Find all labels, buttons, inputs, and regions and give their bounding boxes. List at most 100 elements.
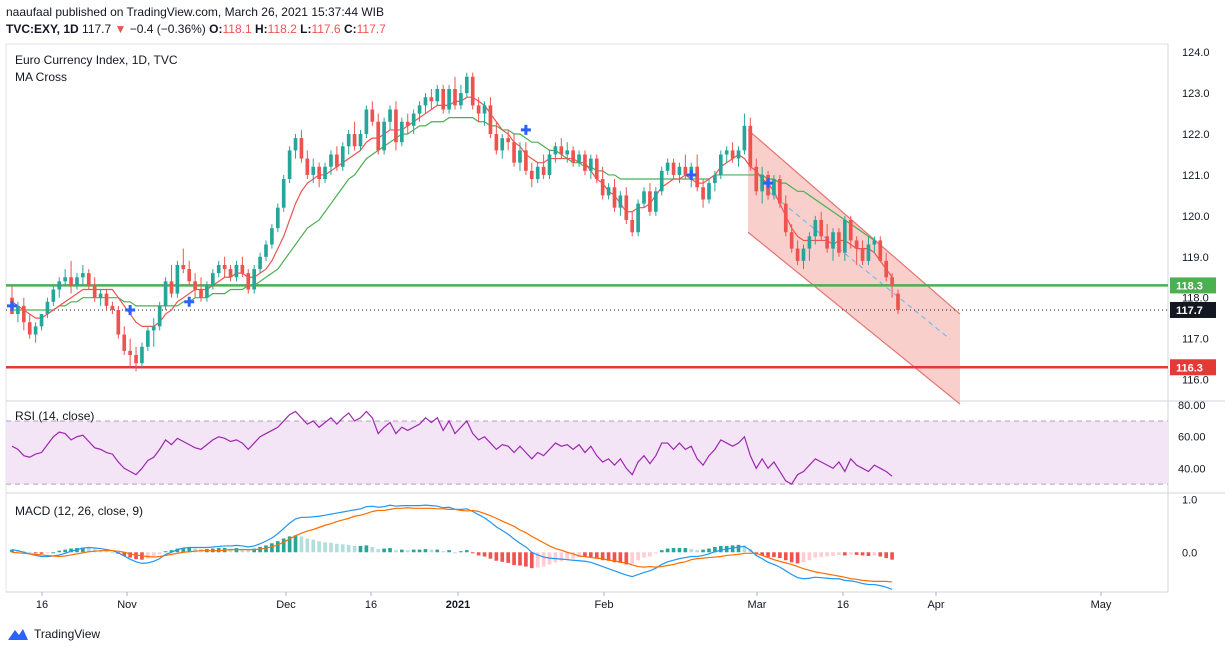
macd-histogram-bar (825, 552, 829, 557)
time-tick-label: Mar (748, 599, 767, 611)
candle-body (187, 269, 192, 282)
descending-channel (748, 129, 960, 405)
macd-histogram-bar (718, 545, 723, 553)
macd-histogram-bar (252, 548, 257, 553)
candle-body (394, 109, 398, 143)
candle-body (512, 142, 516, 163)
macd-histogram-bar (506, 552, 510, 563)
candle-body (547, 154, 552, 175)
tradingview-footer[interactable]: TradingView (6, 626, 100, 642)
candle-body (281, 179, 286, 208)
macd-histogram-bar (541, 552, 546, 567)
macd-histogram-bar (370, 546, 375, 553)
macd-histogram-bar (441, 551, 446, 553)
channel-median-line (767, 190, 951, 340)
candle-body (128, 350, 132, 355)
candle-body (364, 109, 369, 135)
candle-body (382, 121, 386, 151)
candle-body (453, 89, 457, 106)
macd-histogram-bar (429, 549, 434, 553)
rsi-pane (6, 410, 1168, 485)
time-tick-label: 16 (36, 599, 48, 611)
last-price: 117.7 (82, 22, 112, 36)
macd-histogram-bar (10, 549, 14, 553)
candle-body (405, 121, 410, 126)
candle-body (140, 346, 144, 364)
macd-histogram-bar (872, 552, 877, 556)
macd-histogram-bar (81, 547, 85, 553)
macd-histogram-bar (376, 549, 381, 553)
candle-body (169, 281, 174, 294)
symbol-quote-line: TVC:EXY, 1D 117.7 ▼ −0.4 (−0.36%) O:118.… (6, 22, 386, 36)
candle-body (671, 162, 676, 175)
candle-body (447, 89, 451, 110)
candle-body (323, 166, 327, 180)
candle-body (205, 285, 209, 298)
candle-body (104, 293, 109, 306)
macd-histogram-bar (813, 552, 818, 558)
macd-histogram-bar (39, 552, 44, 554)
candle-body (441, 89, 446, 110)
level-label-box (1170, 359, 1216, 376)
high-label: H: (254, 22, 268, 36)
macd-histogram-bar (134, 552, 138, 560)
macd-histogram-bar (648, 552, 652, 557)
macd-histogram-bar (69, 548, 73, 553)
candle-body (783, 203, 788, 233)
candle-body (222, 264, 227, 270)
candle-body (535, 166, 540, 180)
macd-histogram-bar (612, 552, 617, 563)
candle-body (210, 273, 215, 286)
macd-histogram-bar (783, 552, 788, 561)
macd-histogram-bar (459, 551, 463, 553)
macd-histogram-bar (464, 550, 469, 553)
macd-histogram-bar (736, 544, 741, 553)
time-tick-label: 16 (837, 599, 849, 611)
candle-body (494, 134, 499, 151)
candle-body (825, 236, 829, 249)
macd-histogram-bar (701, 549, 705, 553)
candle-body (553, 146, 558, 155)
candle-body (275, 207, 280, 229)
candle-body (299, 138, 304, 159)
macd-histogram-bar (110, 552, 115, 554)
macd-histogram-bar (405, 550, 410, 553)
price-tick-label: 121.0 (1182, 170, 1210, 182)
price-tick-label: 118.0 (1182, 293, 1209, 305)
candle-body (16, 305, 20, 315)
rsi-band-fill (6, 420, 1168, 485)
time-tick-label: Feb (595, 599, 614, 611)
macd-histogram-bar (843, 552, 847, 556)
macd-histogram-bar (671, 548, 676, 553)
level-label: 118.3 (1176, 280, 1203, 292)
candle-body (429, 97, 434, 102)
time-tick-label: 16 (365, 599, 377, 611)
ma-cross-marker-icon (7, 300, 17, 311)
macd-histogram-bar (317, 541, 321, 553)
macd-histogram-bar (524, 552, 528, 567)
candle-body (86, 273, 91, 286)
candle-body (748, 125, 753, 167)
macd-histogram-bar (878, 552, 883, 557)
candle-body (370, 109, 375, 122)
macd-histogram-bar (500, 552, 505, 562)
time-tick-label: Dec (276, 599, 296, 611)
candle-body (346, 134, 351, 147)
candle-body (600, 179, 605, 196)
candle-body (524, 150, 528, 171)
candle-body (896, 293, 900, 310)
candle-body (571, 150, 575, 163)
signal-line (11, 507, 893, 583)
candle-body (69, 277, 73, 286)
candle-body (606, 187, 611, 196)
macd-histogram-bar (482, 552, 487, 557)
macd-histogram-bar (518, 552, 522, 566)
macd-histogram-bar (305, 538, 310, 553)
plot-border (5, 43, 1169, 593)
macd-histogram-bar (453, 552, 457, 554)
candle-body (181, 264, 186, 270)
level-label-box (1170, 277, 1216, 294)
last-price-box (1170, 301, 1216, 318)
price-tick-label: 124.0 (1182, 47, 1210, 59)
